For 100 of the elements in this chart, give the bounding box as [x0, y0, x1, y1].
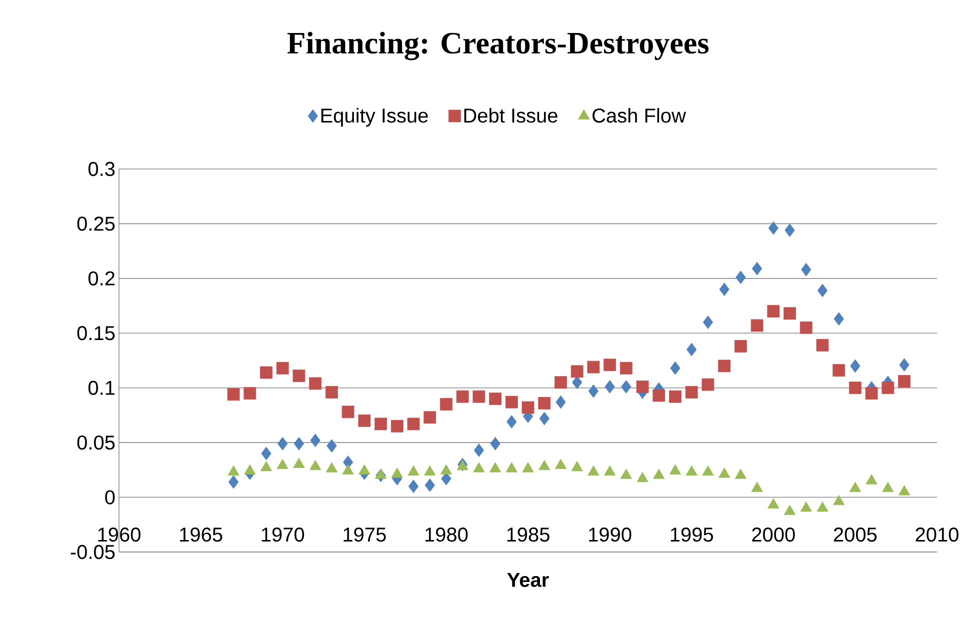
point [539, 412, 550, 426]
point [604, 465, 616, 476]
x-tick-label: 1975 [344, 528, 386, 542]
point [294, 436, 304, 450]
point [326, 439, 337, 453]
point [440, 398, 452, 410]
y-tick-label: -0.05 [70, 544, 115, 560]
x-tick-label: 2005 [834, 528, 877, 542]
point [685, 386, 698, 398]
point [849, 382, 862, 394]
point [833, 494, 845, 506]
x-tick-label: 1995 [670, 528, 713, 542]
x-tick-label: 1960 [98, 528, 140, 542]
point [571, 461, 583, 472]
x-tick-label: 1970 [262, 528, 304, 542]
point [669, 390, 682, 403]
point [702, 315, 714, 329]
point [718, 468, 730, 478]
point [850, 359, 860, 373]
y-tick-label: 0.2 [88, 271, 114, 286]
x-tick-label: 1985 [507, 528, 550, 542]
point [750, 319, 764, 332]
point [424, 411, 436, 424]
point [374, 418, 387, 430]
point [538, 460, 550, 470]
point [522, 401, 534, 414]
point [424, 465, 436, 476]
point [784, 307, 796, 320]
point [228, 475, 239, 489]
point [472, 390, 486, 403]
point [669, 464, 682, 474]
point [882, 382, 894, 394]
point [800, 321, 812, 334]
point [768, 498, 780, 508]
point [276, 458, 288, 469]
point [620, 468, 632, 479]
point [260, 366, 272, 379]
point [474, 444, 484, 457]
y-tick-label: 0.1 [88, 380, 114, 395]
point [866, 474, 878, 484]
point [506, 462, 518, 472]
point [440, 464, 452, 474]
point [784, 224, 795, 237]
point [898, 485, 910, 496]
point [686, 342, 697, 356]
point [588, 465, 600, 476]
point [768, 221, 778, 235]
point [489, 392, 502, 405]
point [572, 376, 582, 390]
point [604, 358, 616, 372]
point [505, 396, 518, 408]
point [489, 462, 502, 472]
y-tick-label: 0.25 [77, 216, 115, 231]
y-tick-label: 0.05 [77, 435, 115, 450]
point [734, 468, 747, 479]
point [604, 380, 615, 394]
point [473, 462, 485, 472]
point [342, 464, 354, 474]
point [228, 465, 240, 476]
point [326, 462, 338, 472]
point [374, 468, 387, 479]
point [260, 461, 272, 472]
point [408, 465, 420, 476]
x-axis-title: Year [507, 573, 549, 587]
y-tick-label: 0.15 [77, 326, 115, 340]
x-tick-label: 1990 [589, 528, 632, 542]
point [276, 362, 289, 374]
y-tick-label: 0.3 [88, 162, 115, 176]
point [309, 460, 322, 470]
x-tick-label: 1980 [425, 528, 468, 542]
point [734, 340, 747, 352]
point [801, 262, 812, 276]
point [784, 504, 796, 515]
point [816, 502, 828, 512]
point [261, 446, 272, 460]
point [325, 386, 338, 398]
point [490, 436, 500, 450]
point [310, 434, 320, 448]
point [817, 284, 828, 298]
point [588, 384, 599, 398]
point [832, 364, 846, 377]
point [390, 420, 404, 432]
point [522, 462, 534, 472]
x-tick-label: 2010 [916, 528, 958, 542]
chart-title: Financing: Creators-Destroyees [287, 32, 709, 60]
point [719, 282, 730, 296]
point [570, 365, 584, 378]
point [653, 468, 665, 479]
point [620, 362, 632, 374]
point [636, 380, 649, 393]
point [752, 262, 762, 276]
legend-label: Equity Issue [321, 108, 428, 127]
point [751, 482, 763, 492]
point [342, 406, 354, 418]
point [278, 436, 288, 450]
point [670, 361, 680, 375]
point [587, 360, 600, 374]
point [554, 376, 567, 389]
point [292, 370, 306, 382]
point [686, 465, 698, 476]
